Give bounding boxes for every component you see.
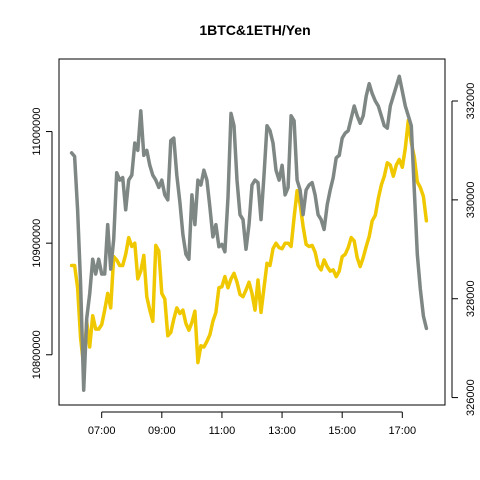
x-tick-label: 07:00	[88, 425, 116, 437]
x-tick-label: 09:00	[148, 425, 176, 437]
x-tick-label: 15:00	[328, 425, 356, 437]
y-right-tick-label: 326000	[465, 379, 477, 416]
y-axis-left: 10800000 10900000 11000000	[31, 107, 53, 379]
y-left-tick-label: 10800000	[31, 330, 43, 379]
series-line-right-axis	[69, 74, 429, 392]
x-tick-label: 11:00	[209, 425, 236, 437]
series-layer	[69, 74, 429, 392]
y-left-tick-label: 10900000	[31, 219, 43, 268]
y-axis-right: 326000 328000 330000 332000	[451, 83, 477, 416]
y-right-tick-label: 328000	[465, 280, 477, 317]
chart-title: 1BTC&1ETH/Yen	[199, 22, 310, 38]
x-axis: 07:00 09:00 11:00 13:00 15:00 17:00	[88, 411, 417, 437]
x-tick-label: 17:00	[389, 425, 417, 437]
plot-frame	[58, 58, 446, 406]
y-right-tick-label: 330000	[465, 182, 477, 219]
x-tick-label: 13:00	[268, 425, 296, 437]
y-right-tick-label: 332000	[465, 83, 477, 120]
y-left-tick-label: 11000000	[31, 107, 43, 155]
series-line-left-axis	[69, 118, 429, 368]
